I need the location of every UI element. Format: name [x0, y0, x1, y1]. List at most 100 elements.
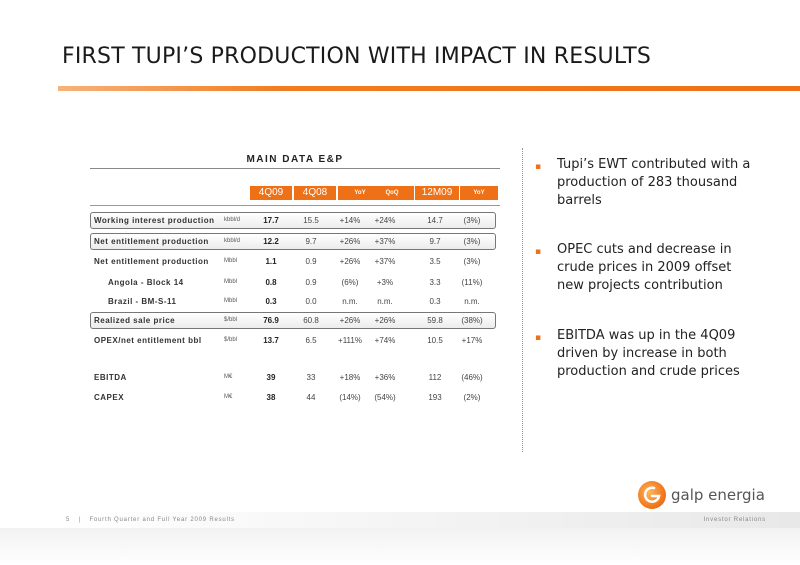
header-4q09: 4Q09	[250, 186, 292, 200]
header-12m09: 12M09	[415, 186, 459, 200]
row-value: 3.5	[429, 257, 441, 266]
row-unit: $/bbl	[224, 337, 238, 343]
row-unit: Mbbl	[224, 258, 238, 264]
bullet-text: Tupi’s EWT contributed with a production…	[557, 157, 751, 208]
row-value: 44	[306, 393, 316, 402]
row-value: n.m.	[342, 297, 358, 306]
row-unit: Mbbl	[224, 298, 238, 304]
bullet-2: ▪ OPEC cuts and decrease in crude prices…	[535, 241, 755, 295]
bullet-marker-icon: ▪	[535, 247, 542, 257]
row-highlight-net-entitlement	[90, 233, 496, 250]
row-value: 0.9	[305, 278, 317, 287]
row-value: (6%)	[341, 278, 359, 287]
row-value: 0.3	[265, 297, 277, 306]
row-value: (38%)	[461, 316, 483, 325]
row-value: 1.1	[265, 257, 277, 266]
row-value: 0.3	[429, 297, 441, 306]
row-value: 10.5	[427, 336, 443, 345]
row-label: CAPEX	[94, 393, 125, 402]
row-value: (54%)	[374, 393, 396, 402]
row-value: 60.8	[303, 316, 319, 325]
table-title: MAIN DATA E&P	[246, 154, 344, 165]
row-unit: M€	[224, 374, 233, 380]
footer-title: Fourth Quarter and Full Year 2009 Result…	[89, 517, 235, 523]
header-qoq: QoQ	[370, 186, 414, 200]
row-value: n.m.	[377, 297, 393, 306]
row-value: +26%	[339, 257, 361, 266]
row-value: (11%)	[461, 278, 483, 287]
galp-logo-icon	[638, 481, 666, 509]
row-value: +26%	[339, 316, 361, 325]
row-value: 39	[266, 373, 276, 382]
row-unit: kbbl/d	[224, 238, 241, 244]
row-value: 6.5	[305, 336, 317, 345]
row-label: Brazil - BM-S-11	[108, 297, 177, 306]
row-value: 193	[428, 393, 442, 402]
page-number: 5	[66, 517, 71, 523]
row-value: 17.7	[263, 216, 279, 225]
page-title: FIRST TUPI’S PRODUCTION WITH IMPACT IN R…	[62, 44, 652, 69]
footer-fade	[0, 528, 800, 565]
row-value: +26%	[339, 237, 361, 246]
row-value: (2%)	[463, 393, 481, 402]
row-value: +37%	[374, 237, 396, 246]
row-highlight-realized-price	[90, 312, 496, 329]
row-value: 38	[266, 393, 276, 402]
bullet-1: ▪ Tupi’s EWT contributed with a producti…	[535, 156, 755, 210]
row-unit: $/bbl	[224, 317, 238, 323]
row-value: 76.9	[263, 316, 279, 325]
bullet-text: EBITDA was up in the 4Q09 driven by incr…	[557, 328, 740, 379]
row-label: OPEX/net entitlement bbl	[94, 336, 202, 345]
row-value: +18%	[339, 373, 361, 382]
row-value: 13.7	[263, 336, 279, 345]
footer-bar	[58, 512, 800, 528]
row-highlight-working-interest	[90, 212, 496, 229]
row-unit: Mbbl	[224, 279, 238, 285]
row-value: (46%)	[461, 373, 483, 382]
bullet-text: OPEC cuts and decrease in crude prices i…	[557, 242, 732, 293]
row-unit: kbbl/d	[224, 217, 241, 223]
logo-text: galp energia	[671, 486, 765, 504]
header-4q08: 4Q08	[294, 186, 336, 200]
column-separator	[522, 148, 523, 452]
footer-right: Investor Relations	[703, 517, 766, 523]
row-label: Realized sale price	[94, 316, 176, 325]
row-value: 9.7	[429, 237, 441, 246]
row-value: 3.3	[429, 278, 441, 287]
row-value: 59.8	[427, 316, 443, 325]
bullet-marker-icon: ▪	[535, 162, 542, 172]
row-value: +36%	[374, 373, 396, 382]
row-value: 0.9	[305, 257, 317, 266]
row-value: n.m.	[464, 297, 480, 306]
row-value: +3%	[376, 278, 394, 287]
row-label: Angola - Block 14	[108, 278, 184, 287]
row-value: +74%	[374, 336, 396, 345]
row-value: 0.0	[305, 297, 317, 306]
row-value: 0.8	[265, 278, 277, 287]
header-yoy-12m: YoY	[460, 186, 498, 200]
row-value: +37%	[374, 257, 396, 266]
header-rule	[90, 205, 500, 206]
row-label: EBITDA	[94, 373, 127, 382]
bullet-marker-icon: ▪	[535, 333, 542, 343]
row-value: 14.7	[427, 216, 443, 225]
row-value: 15.5	[303, 216, 319, 225]
row-label: Working interest production	[94, 216, 215, 225]
row-value: (3%)	[463, 216, 481, 225]
row-value: +111%	[338, 336, 362, 345]
row-value: (14%)	[339, 393, 361, 402]
row-label: Net entitlement production	[94, 257, 209, 266]
row-unit: M€	[224, 394, 233, 400]
row-value: (3%)	[463, 257, 481, 266]
row-label: Net entitlement production	[94, 237, 209, 246]
row-value: 9.7	[305, 237, 317, 246]
row-value: +14%	[339, 216, 361, 225]
table-title-rule	[90, 168, 500, 169]
row-value: 112	[428, 373, 442, 382]
row-value: +17%	[461, 336, 483, 345]
footer-divider: |	[78, 517, 81, 523]
row-value: +24%	[374, 216, 396, 225]
row-value: 33	[306, 373, 316, 382]
row-value: 12.2	[263, 237, 279, 246]
row-value: (3%)	[463, 237, 481, 246]
